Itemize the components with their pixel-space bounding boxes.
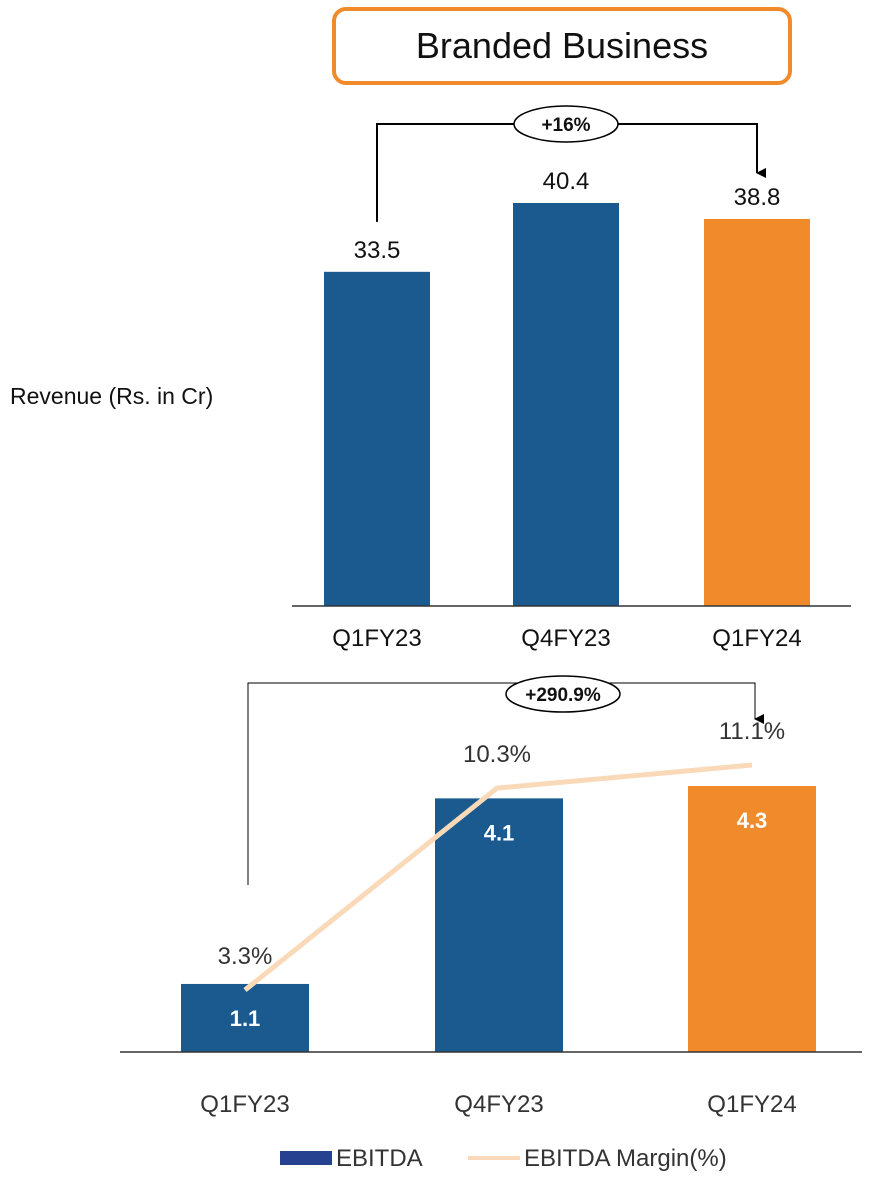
revenue-bar-q1fy23 xyxy=(324,271,430,606)
revenue-bar-q4fy23 xyxy=(513,203,619,606)
ebitda-data-label: 4.1 xyxy=(484,820,515,845)
ebitda-bar-q1fy24 xyxy=(688,786,816,1052)
y-axis-label: Revenue (Rs. in Cr) xyxy=(10,383,214,409)
ebitda-growth-label: +290.9% xyxy=(525,685,601,706)
legend-ebitda-label: EBITDA xyxy=(336,1145,423,1172)
ebitda-bar-q1fy23 xyxy=(181,983,309,1052)
revenue-bar-q1fy24 xyxy=(704,218,810,607)
ebitda-tick-label: Q1FY23 xyxy=(200,1091,289,1118)
revenue-growth-badge xyxy=(513,105,619,143)
revenue-data-label: 38.8 xyxy=(734,184,781,211)
revenue-data-label: 33.5 xyxy=(354,237,401,264)
revenue-data-label: 40.4 xyxy=(543,168,590,195)
revenue-growth-label: +16% xyxy=(541,115,590,136)
legend-ebitda-swatch xyxy=(280,1151,332,1165)
margin-data-label: 11.1% xyxy=(719,718,785,745)
ebitda-growth-badge xyxy=(505,675,621,713)
ebitda-growth-bracket xyxy=(247,682,764,885)
ebitda-tick-label: Q1FY24 xyxy=(707,1091,796,1118)
ebitda-tick-label: Q4FY23 xyxy=(454,1091,543,1118)
ebitda-bar-q4fy23 xyxy=(435,798,563,1052)
chart-title: Branded Business xyxy=(332,7,792,85)
revenue-tick-label: Q1FY24 xyxy=(712,625,801,652)
revenue-tick-label: Q1FY23 xyxy=(332,625,421,652)
legend-margin-label: EBITDA Margin(%) xyxy=(524,1145,727,1172)
ebitda-data-label: 1.1 xyxy=(230,1006,261,1031)
ebitda-margin-line xyxy=(243,762,753,992)
margin-data-label: 3.3% xyxy=(218,943,273,970)
ebitda-data-label: 4.3 xyxy=(737,808,768,833)
revenue-tick-label: Q4FY23 xyxy=(521,625,610,652)
margin-data-label: 10.3% xyxy=(463,741,531,768)
